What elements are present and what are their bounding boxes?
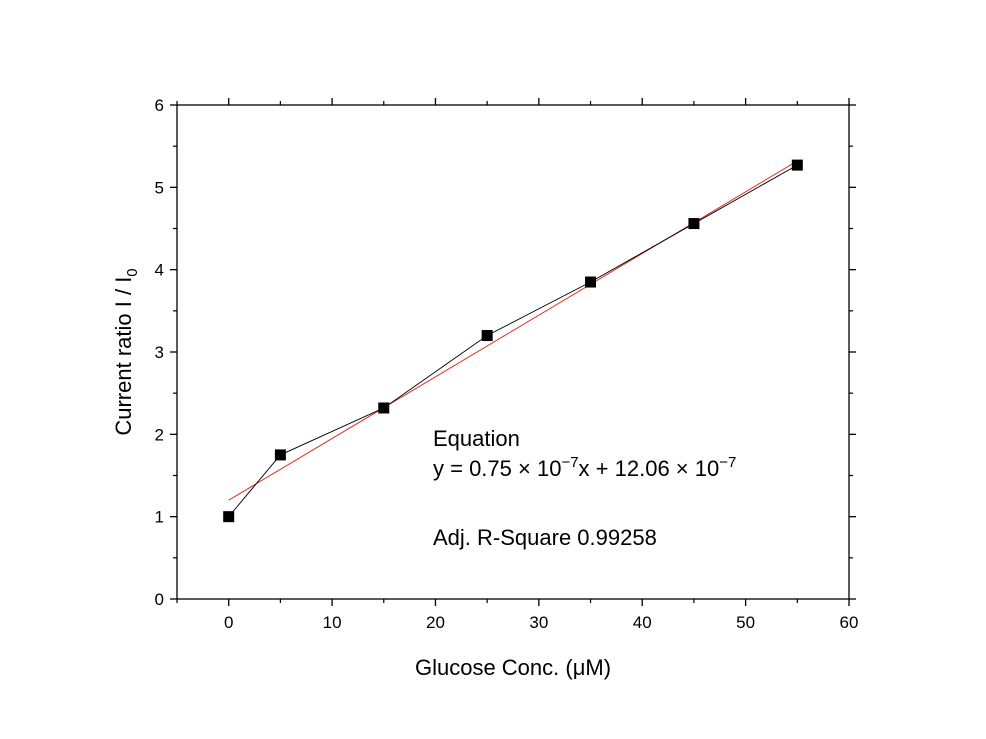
y-tick-label: 1: [155, 508, 164, 527]
data-point: [274, 449, 286, 461]
annotation-exponent-b: −7: [719, 454, 736, 471]
y-tick-label: 6: [155, 96, 164, 115]
annotation-part-a: y = 0.75 × 10: [433, 456, 561, 481]
annotation-line2: y = 0.75 × 10−7x + 12.06 × 10−7: [433, 454, 736, 481]
ticks-layer: 0 10 20 30 40 50 60 0 1 2 3 4 5 6: [155, 96, 859, 632]
y-axis-title-subscript: 0: [124, 268, 141, 276]
y-tick-label: 4: [155, 261, 164, 280]
annotation-exponent-a: −7: [561, 454, 578, 471]
x-tick-label: 0: [224, 613, 233, 632]
equation-annotation: Equation y = 0.75 × 10−7x + 12.06 × 10−7…: [433, 426, 736, 550]
x-tick-label: 10: [323, 613, 342, 632]
data-point: [481, 330, 493, 342]
y-tick-label: 0: [155, 590, 164, 609]
data-point: [223, 511, 235, 523]
y-tick-label: 2: [155, 425, 164, 444]
y-tick-label: 5: [155, 178, 164, 197]
fit-layer: [228, 160, 798, 501]
x-tick-label: 40: [633, 613, 652, 632]
y-axis-title-main: Current ratio I / I: [111, 277, 136, 436]
series-layer: [223, 159, 803, 523]
annotation-part-b: x + 12.06 × 10: [579, 456, 720, 481]
x-tick-label: 30: [529, 613, 548, 632]
data-point: [378, 402, 390, 414]
data-point: [791, 159, 803, 171]
fit-line: [228, 160, 798, 501]
y-axis-title: Current ratio I / I0: [111, 268, 141, 435]
annotation-line3: Adj. R-Square 0.99258: [433, 525, 657, 550]
x-tick-label: 50: [736, 613, 755, 632]
data-point: [585, 276, 597, 288]
x-tick-label: 20: [426, 613, 445, 632]
y-tick-label: 3: [155, 343, 164, 362]
annotation-line1: Equation: [433, 426, 520, 451]
data-point: [688, 218, 700, 230]
plot-frame: [176, 104, 850, 600]
x-tick-label: 60: [840, 613, 859, 632]
x-axis-title: Glucose Conc. (μM): [415, 655, 611, 680]
